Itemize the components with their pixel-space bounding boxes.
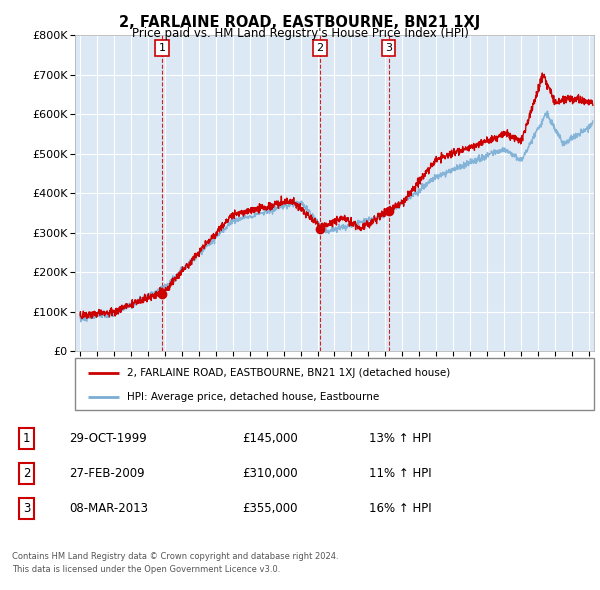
Text: £355,000: £355,000 <box>242 502 298 515</box>
Text: 1: 1 <box>23 432 30 445</box>
Text: 2: 2 <box>23 467 30 480</box>
Text: 29-OCT-1999: 29-OCT-1999 <box>70 432 148 445</box>
Text: £145,000: £145,000 <box>242 432 298 445</box>
Text: 2, FARLAINE ROAD, EASTBOURNE, BN21 1XJ (detached house): 2, FARLAINE ROAD, EASTBOURNE, BN21 1XJ (… <box>127 368 450 378</box>
Text: 11% ↑ HPI: 11% ↑ HPI <box>369 467 432 480</box>
Text: 13% ↑ HPI: 13% ↑ HPI <box>369 432 431 445</box>
Text: This data is licensed under the Open Government Licence v3.0.: This data is licensed under the Open Gov… <box>12 565 280 574</box>
Text: 1: 1 <box>158 43 166 53</box>
Text: 08-MAR-2013: 08-MAR-2013 <box>70 502 149 515</box>
Text: 16% ↑ HPI: 16% ↑ HPI <box>369 502 432 515</box>
Text: £310,000: £310,000 <box>242 467 298 480</box>
Text: 2: 2 <box>317 43 324 53</box>
Text: 3: 3 <box>23 502 30 515</box>
Text: Price paid vs. HM Land Registry's House Price Index (HPI): Price paid vs. HM Land Registry's House … <box>131 27 469 40</box>
Text: 2, FARLAINE ROAD, EASTBOURNE, BN21 1XJ: 2, FARLAINE ROAD, EASTBOURNE, BN21 1XJ <box>119 15 481 30</box>
Text: Contains HM Land Registry data © Crown copyright and database right 2024.: Contains HM Land Registry data © Crown c… <box>12 552 338 560</box>
Text: HPI: Average price, detached house, Eastbourne: HPI: Average price, detached house, East… <box>127 392 379 402</box>
Text: 3: 3 <box>385 43 392 53</box>
FancyBboxPatch shape <box>75 358 594 410</box>
Text: 27-FEB-2009: 27-FEB-2009 <box>70 467 145 480</box>
